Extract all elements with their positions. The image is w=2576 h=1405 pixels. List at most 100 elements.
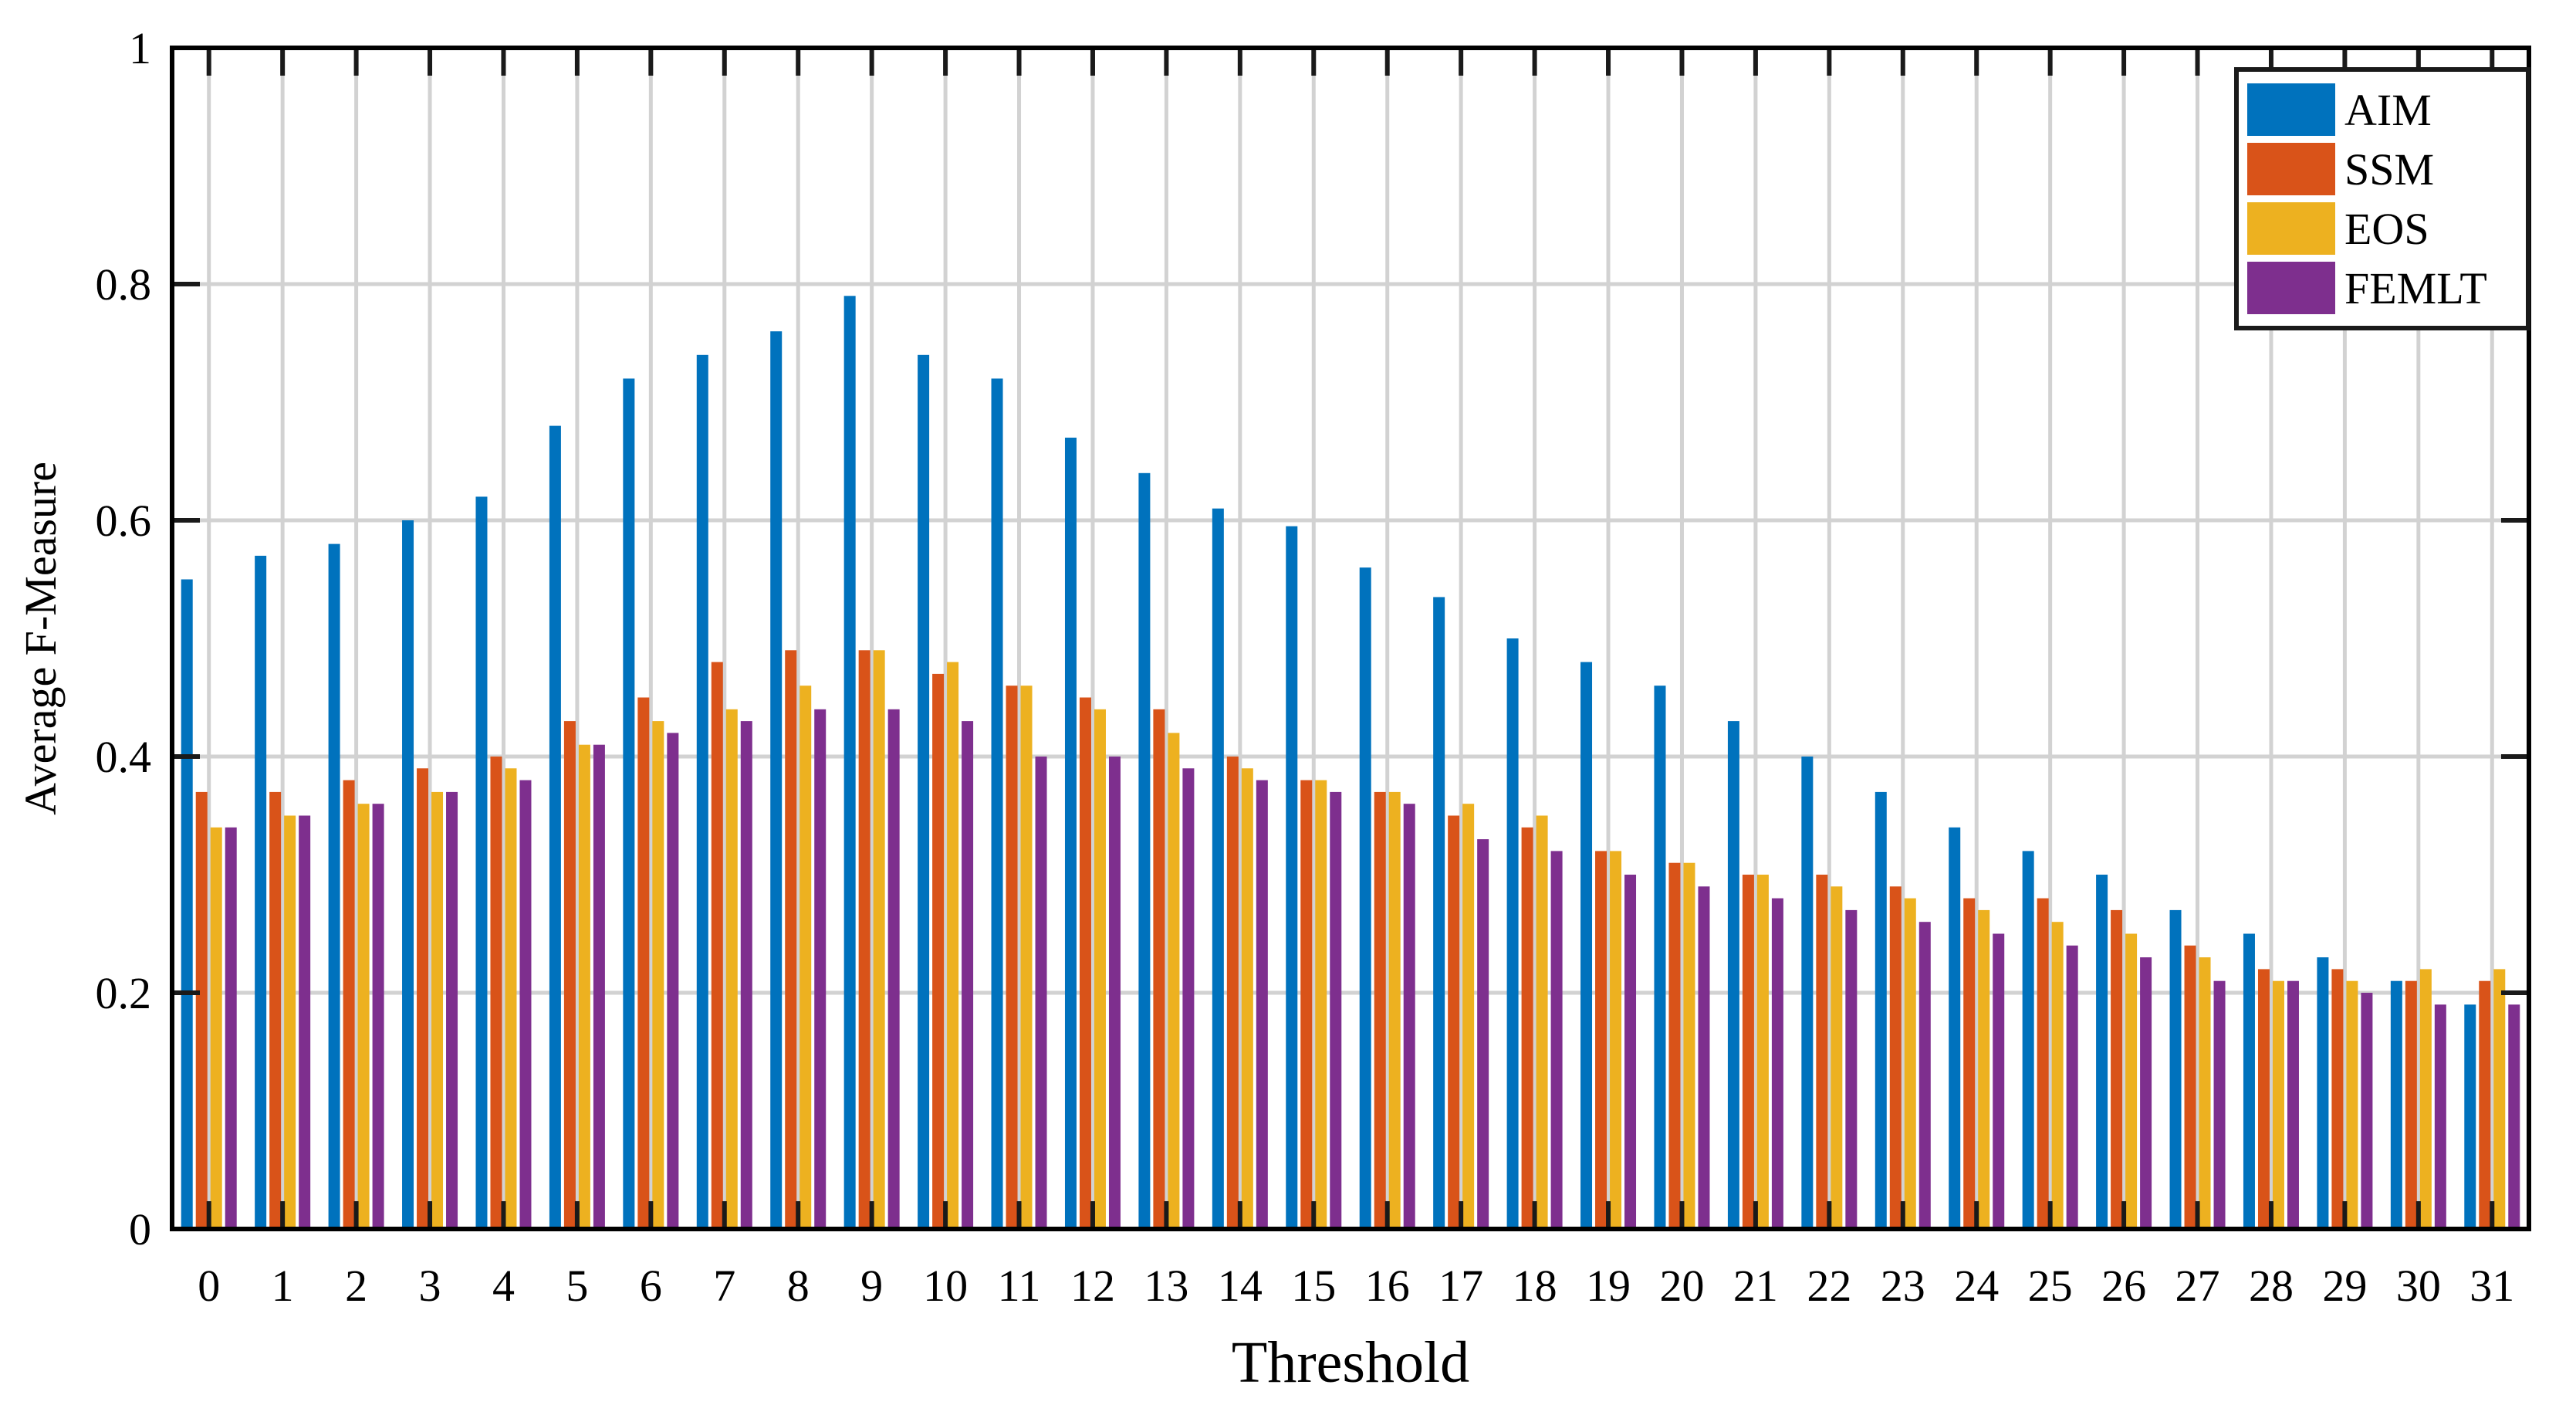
legend-swatch-ssm: [2247, 143, 2335, 195]
bar-eos: [2199, 957, 2211, 1229]
bar-aim: [181, 579, 193, 1229]
x-tick-label: 17: [1438, 1261, 1483, 1311]
bar-eos: [357, 804, 370, 1229]
bar-ssm: [1963, 898, 1976, 1229]
bar-femlt: [1550, 851, 1563, 1229]
bar-ssm: [1816, 875, 1828, 1229]
legend: AIM SSM EOS FEMLT: [2234, 67, 2530, 330]
bar-aim: [255, 555, 267, 1229]
bar-eos: [1462, 804, 1475, 1229]
bar-eos: [1315, 780, 1327, 1229]
x-tick-label: 3: [419, 1261, 441, 1311]
bar-femlt: [1108, 757, 1121, 1229]
bar-aim: [2169, 909, 2182, 1229]
bar-ssm: [2479, 980, 2491, 1229]
bar-aim: [991, 378, 1003, 1229]
bar-ssm: [1521, 827, 1533, 1229]
bar-ssm: [1374, 791, 1386, 1229]
bar-aim: [1286, 526, 1298, 1229]
bar-aim: [918, 354, 930, 1229]
bar-ssm: [711, 662, 723, 1229]
bar-femlt: [814, 709, 827, 1229]
bar-ssm: [2111, 909, 2123, 1229]
bar-femlt: [1624, 875, 1637, 1229]
x-axis-title: Threshold: [1232, 1330, 1469, 1395]
bar-aim: [1949, 827, 1961, 1229]
bar-aim: [1875, 791, 1887, 1229]
bar-aim: [2390, 980, 2402, 1229]
bars-layer: [181, 296, 2520, 1230]
bar-ssm: [1742, 875, 1754, 1229]
bar-femlt: [593, 744, 605, 1229]
x-tick-label: 29: [2322, 1261, 2367, 1311]
legend-label-eos: EOS: [2344, 204, 2429, 254]
labels-layer: 0 1 2 3 4 5 6 7 8 9 10 11 12 13 14 15 16 17 18 19 20 21 22 23 24…: [96, 23, 2515, 1311]
x-tick-label: 1: [272, 1261, 294, 1311]
legend-label-femlt: FEMLT: [2344, 263, 2487, 313]
x-tick-label: 2: [345, 1261, 367, 1311]
x-tick-label: 0: [198, 1261, 220, 1311]
bar-eos: [1904, 898, 1916, 1229]
bar-femlt: [372, 804, 384, 1229]
bar-ssm: [1668, 862, 1681, 1229]
x-tick-label: 4: [492, 1261, 515, 1311]
bar-eos: [2419, 969, 2432, 1229]
bar-aim: [1138, 472, 1151, 1229]
bar-eos: [873, 650, 885, 1229]
bar-ssm: [1079, 697, 1091, 1229]
bar-ssm: [637, 697, 650, 1229]
bar-aim: [549, 425, 561, 1229]
x-tick-label: 13: [1144, 1261, 1188, 1311]
bar-eos: [1388, 791, 1401, 1229]
bar-ssm: [417, 768, 429, 1229]
bar-aim: [1727, 721, 1739, 1229]
bar-ssm: [2257, 969, 2270, 1229]
bar-femlt: [2434, 1004, 2446, 1229]
legend-swatch-femlt: [2247, 262, 2335, 314]
x-tick-label: 24: [1954, 1261, 1999, 1311]
bar-femlt: [519, 780, 532, 1229]
bar-femlt: [740, 721, 752, 1229]
bar-eos: [1168, 733, 1180, 1229]
bar-aim: [696, 354, 708, 1229]
bar-eos: [1978, 909, 1990, 1229]
bar-femlt: [446, 791, 458, 1229]
legend-label-ssm: SSM: [2344, 144, 2434, 195]
bar-femlt: [299, 815, 311, 1229]
bar-ssm: [2184, 945, 2196, 1229]
bar-ssm: [2331, 969, 2344, 1229]
bar-femlt: [1698, 886, 1710, 1229]
bar-femlt: [1403, 804, 1415, 1229]
bar-femlt: [667, 733, 679, 1229]
bar-eos: [1610, 851, 1622, 1229]
y-tick-label: 0.4: [96, 732, 152, 782]
bar-eos: [2493, 969, 2506, 1229]
bar-eos: [431, 791, 444, 1229]
bar-aim: [770, 331, 783, 1230]
x-tick-label: 14: [1218, 1261, 1263, 1311]
bar-femlt: [2066, 945, 2078, 1229]
y-axis-title: Average F-Measure: [15, 462, 66, 815]
x-tick-label: 23: [1881, 1261, 1925, 1311]
x-tick-label: 12: [1070, 1261, 1115, 1311]
bar-aim: [2096, 875, 2108, 1229]
bar-femlt: [2361, 993, 2373, 1229]
bar-femlt: [225, 827, 237, 1229]
bar-aim: [1580, 662, 1593, 1229]
x-tick-label: 15: [1291, 1261, 1336, 1311]
bar-aim: [2022, 851, 2034, 1229]
x-tick-label: 21: [1733, 1261, 1778, 1311]
bar-ssm: [1226, 757, 1239, 1229]
plot-frame: [170, 46, 2531, 1231]
bar-ssm: [563, 721, 576, 1229]
bar-femlt: [2508, 1004, 2520, 1229]
x-tick-label: 25: [2028, 1261, 2073, 1311]
bar-eos: [2125, 933, 2138, 1229]
bar-eos: [505, 768, 517, 1229]
x-tick-label: 31: [2470, 1261, 2514, 1311]
x-tick-label: 7: [713, 1261, 735, 1311]
bar-ssm: [1889, 886, 1902, 1229]
x-tick-label: 9: [860, 1261, 883, 1311]
x-tick-label: 10: [923, 1261, 968, 1311]
